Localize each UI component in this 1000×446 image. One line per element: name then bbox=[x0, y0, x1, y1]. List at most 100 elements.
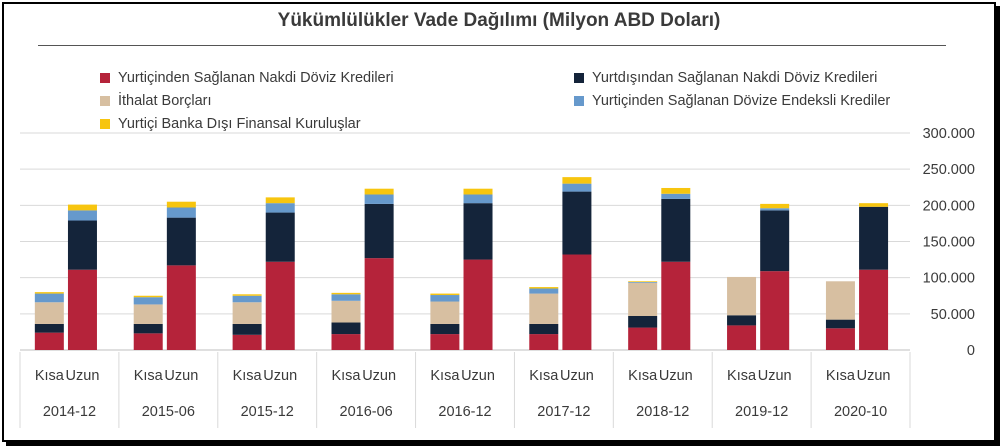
bar-segment bbox=[628, 327, 658, 350]
bar-segment bbox=[760, 271, 790, 350]
legend-label: Yurtdışından Sağlanan Nakdi Döviz Kredil… bbox=[592, 70, 878, 86]
bar-segment bbox=[825, 281, 855, 320]
bar-segment bbox=[529, 288, 559, 294]
y-tick-label: 150.000 bbox=[923, 235, 975, 251]
bar-segment bbox=[562, 177, 592, 184]
legend-item-yurtici-nakdi: Yurtiçinden Sağlanan Nakdi Döviz Kredile… bbox=[100, 70, 394, 86]
bar-segment bbox=[430, 323, 460, 335]
x-subcategory-label: Uzun bbox=[164, 368, 198, 384]
bar-segment bbox=[67, 220, 97, 270]
bar-segment bbox=[825, 328, 855, 350]
x-group-label: 2014-12 bbox=[43, 404, 96, 420]
bar-segment bbox=[133, 295, 163, 298]
bar-segment bbox=[232, 334, 262, 350]
bar-segment bbox=[331, 334, 361, 350]
bar-segment bbox=[529, 293, 559, 324]
legend-label: Yurtiçinden Sağlanan Dövize Endeksli Kre… bbox=[592, 93, 891, 109]
bar-segment bbox=[430, 334, 460, 350]
chart-title: Yükümlülükler Vade Dağılımı (Milyon ABD … bbox=[277, 10, 721, 31]
bar-segment bbox=[133, 323, 163, 334]
bar-segment bbox=[34, 323, 64, 333]
bar-segment bbox=[364, 194, 394, 204]
y-tick-label: 50.000 bbox=[931, 307, 975, 323]
bar-segment bbox=[133, 304, 163, 324]
x-subcategory-label: Kısa bbox=[529, 368, 559, 384]
bar-segment bbox=[166, 265, 196, 350]
bar-segment bbox=[859, 206, 889, 270]
x-subcategory-label: Kısa bbox=[233, 368, 263, 384]
x-subcategory-label: Kısa bbox=[35, 368, 65, 384]
bar-segment bbox=[331, 292, 361, 295]
bar-segment bbox=[430, 301, 460, 324]
x-subcategory-label: Uzun bbox=[362, 368, 396, 384]
bar-segment bbox=[529, 287, 559, 289]
bar-segment bbox=[430, 295, 460, 302]
bar-segment bbox=[628, 282, 658, 317]
x-subcategory-label: Uzun bbox=[461, 368, 495, 384]
bar-segment bbox=[67, 269, 97, 350]
bar-segment bbox=[133, 333, 163, 350]
y-tick-label: 300.000 bbox=[923, 126, 975, 142]
bar-segment bbox=[628, 282, 658, 283]
x-subcategory-label: Uzun bbox=[659, 368, 693, 384]
legend-label: Yurtiçi Banka Dışı Finansal Kuruluşlar bbox=[118, 116, 361, 132]
bar-segment bbox=[529, 334, 559, 350]
bar-segment bbox=[265, 261, 295, 350]
bar-segment bbox=[463, 188, 493, 195]
bar-segment bbox=[463, 259, 493, 350]
x-subcategory-label: Kısa bbox=[134, 368, 164, 384]
bar-segment bbox=[562, 183, 592, 192]
x-group-label: 2017-12 bbox=[537, 404, 590, 420]
bar-segment bbox=[364, 258, 394, 350]
bar-segment bbox=[331, 322, 361, 335]
x-group-label: 2015-06 bbox=[142, 404, 195, 420]
bar-segment bbox=[166, 201, 196, 208]
bar-segment bbox=[727, 325, 757, 350]
title-divider bbox=[38, 45, 946, 46]
bar-segment bbox=[661, 261, 691, 350]
bar-segment bbox=[661, 193, 691, 199]
bar-segment bbox=[34, 302, 64, 324]
bar-segment bbox=[364, 188, 394, 195]
bar-segment bbox=[331, 300, 361, 323]
bar-segment bbox=[34, 293, 64, 303]
x-group-label: 2018-12 bbox=[636, 404, 689, 420]
x-group-label: 2016-06 bbox=[340, 404, 393, 420]
legend-label: Yurtiçinden Sağlanan Nakdi Döviz Kredile… bbox=[118, 70, 394, 86]
x-subcategory-label: Uzun bbox=[758, 368, 792, 384]
legend-swatch bbox=[574, 96, 584, 106]
bar-segment bbox=[661, 198, 691, 262]
bar-segment bbox=[529, 323, 559, 335]
x-subcategory-label: Kısa bbox=[331, 368, 361, 384]
legend-item-banka-disi: Yurtiçi Banka Dışı Finansal Kuruluşlar bbox=[100, 116, 361, 132]
y-tick-label: 100.000 bbox=[923, 271, 975, 287]
y-tick-label: 200.000 bbox=[923, 198, 975, 214]
x-subcategory-label: Kısa bbox=[430, 368, 460, 384]
bar-segment bbox=[232, 323, 262, 335]
y-tick-label: 250.000 bbox=[923, 162, 975, 178]
bar-segment bbox=[34, 292, 64, 294]
x-subcategory-label: Uzun bbox=[560, 368, 594, 384]
bar-segment bbox=[859, 269, 889, 350]
bar-segment bbox=[760, 210, 790, 272]
legend-swatch bbox=[100, 96, 110, 106]
bar-segment bbox=[463, 194, 493, 204]
bar-segment bbox=[760, 208, 790, 211]
bar-segment bbox=[67, 210, 97, 221]
bar-segment bbox=[232, 294, 262, 296]
bar-segment bbox=[265, 212, 295, 262]
bar-segment bbox=[727, 276, 757, 316]
x-subcategory-label: Kısa bbox=[628, 368, 658, 384]
x-subcategory-label: Uzun bbox=[66, 368, 100, 384]
x-group-label: 2020-10 bbox=[834, 404, 887, 420]
bar-segment bbox=[265, 203, 295, 213]
bar-segment bbox=[265, 197, 295, 204]
bar-segment bbox=[628, 281, 658, 283]
bar-segment bbox=[331, 294, 361, 301]
bar-segment bbox=[67, 204, 97, 211]
bar-segment bbox=[166, 217, 196, 266]
legend-item-endeksli: Yurtiçinden Sağlanan Dövize Endeksli Kre… bbox=[574, 93, 890, 109]
legend-swatch bbox=[574, 73, 584, 83]
bar-segment bbox=[562, 191, 592, 255]
